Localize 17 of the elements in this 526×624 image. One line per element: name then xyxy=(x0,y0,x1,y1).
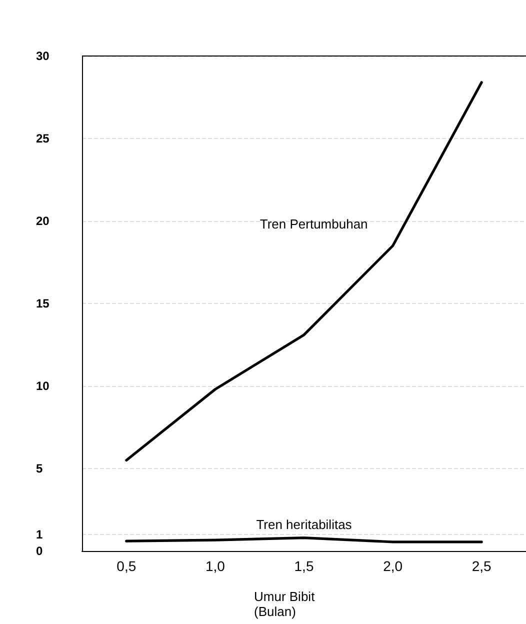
y-tick-label: 25 xyxy=(36,132,50,146)
x-tick-label: 2,5 xyxy=(472,558,492,574)
y-tick-label: 30 xyxy=(36,49,50,63)
y-tick-label: 15 xyxy=(36,296,50,310)
x-axis-title: Umur Bibit (Bulan) xyxy=(254,589,316,619)
x-tick-label: 1,0 xyxy=(205,558,226,574)
y-tick-label: 1 xyxy=(36,528,43,542)
text: Tren Pertumbuhan xyxy=(260,216,368,232)
y-tick-label: 10 xyxy=(36,379,50,393)
x-tick-label: 0,5 xyxy=(116,558,136,574)
y-tick-label: 20 xyxy=(36,214,50,228)
series-label: Tren heritabilitas xyxy=(256,516,352,532)
y-tick-label: 0 xyxy=(36,544,43,558)
line-series xyxy=(125,81,483,462)
y-tick-label: 5 xyxy=(36,462,43,476)
x-tick-label: 1,5 xyxy=(294,558,314,574)
x-tick-label: 2,0 xyxy=(383,558,403,574)
